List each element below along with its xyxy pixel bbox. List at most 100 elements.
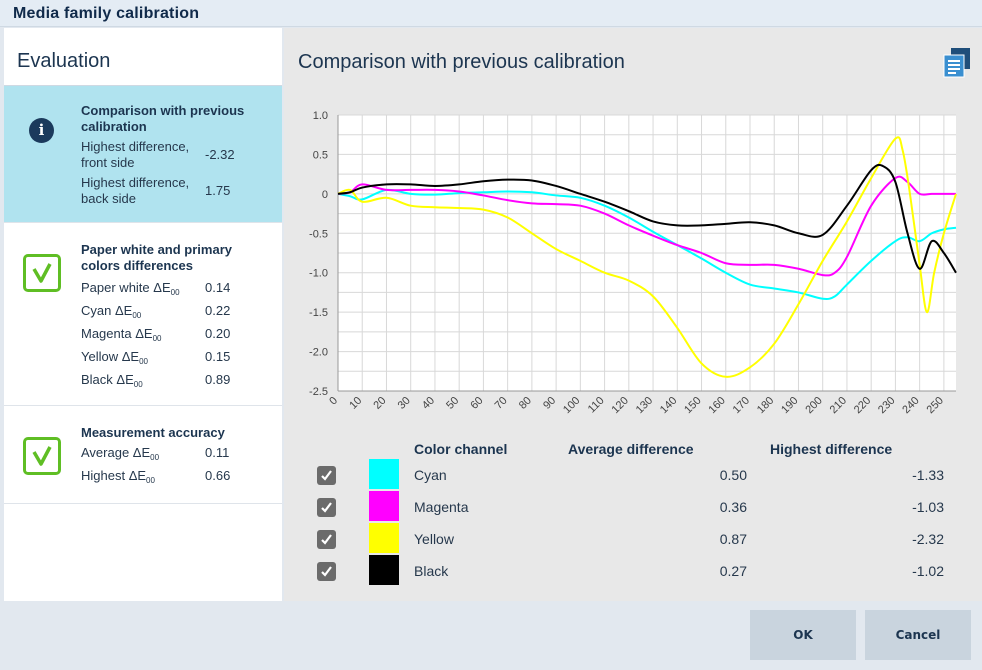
average-difference-value: 0.50: [719, 467, 747, 483]
x-tick-label: 160: [706, 395, 727, 416]
average-difference-value: 0.36: [719, 499, 747, 515]
series-line-magenta: [337, 175, 956, 277]
x-tick-label: 30: [396, 395, 413, 412]
x-tick-label: 190: [779, 395, 800, 416]
y-tick-label: -1.5: [309, 307, 328, 319]
window-titlebar: Media family calibration: [0, 0, 982, 27]
paper-white-card[interactable]: Paper white and primary colors differenc…: [4, 224, 282, 406]
x-tick-label: 230: [876, 395, 897, 416]
average-de-value: 0.11: [205, 445, 230, 460]
channel-name: Magenta: [414, 499, 469, 515]
comparison-panel: Comparison with previous calibration 1.0…: [284, 28, 982, 601]
x-tick-label: 60: [468, 395, 485, 412]
average-difference-value: 0.27: [719, 563, 747, 579]
magenta-de-label: Magenta ΔE: [81, 326, 153, 341]
x-tick-label: 250: [925, 395, 946, 416]
highest-de-label: Highest ΔE: [81, 468, 147, 483]
channel-checkbox[interactable]: [317, 562, 336, 581]
color-channel-header: Color channel: [414, 441, 508, 457]
channel-row-black: Black 0.27 -1.02: [284, 555, 982, 587]
back-side-value: 1.75: [205, 183, 231, 198]
channel-row-yellow: Yellow 0.87 -2.32: [284, 523, 982, 555]
average-difference-value: 0.87: [719, 531, 747, 547]
yellow-de-value: 0.15: [205, 349, 231, 364]
channel-name: Black: [414, 563, 449, 579]
highest-de-value: 0.66: [205, 468, 231, 483]
measurement-accuracy-card[interactable]: Measurement accuracy Average ΔE00 0.11 H…: [4, 407, 282, 504]
y-tick-label: -1.0: [309, 268, 328, 280]
cyan-de-value: 0.22: [205, 303, 231, 318]
back-side-label: Highest difference, back side: [81, 175, 190, 206]
x-tick-label: 80: [517, 395, 534, 412]
evaluation-heading: Evaluation: [17, 50, 111, 72]
check-icon: [23, 254, 61, 292]
highest-difference-value: -1.02: [912, 563, 944, 579]
measurement-accuracy-title: Measurement accuracy: [81, 425, 225, 440]
x-tick-label: 240: [900, 395, 921, 416]
y-tick-label: 1.0: [313, 110, 328, 122]
x-tick-label: 20: [371, 395, 388, 412]
channel-name: Cyan: [414, 467, 447, 483]
highest-difference-value: -1.03: [912, 499, 944, 515]
black-de-label: Black ΔE: [81, 372, 134, 387]
x-tick-label: 90: [541, 395, 558, 412]
paper-white-card-title: Paper white and primary colors differenc…: [81, 242, 232, 273]
comparison-card[interactable]: i Comparison with previous calibration H…: [4, 85, 282, 223]
cancel-button[interactable]: Cancel: [865, 610, 971, 660]
x-tick-label: 140: [658, 395, 679, 416]
black-de-value: 0.89: [205, 372, 231, 387]
color-swatch: [369, 459, 399, 489]
average-de-label: Average ΔE: [81, 445, 151, 460]
x-tick-label: 180: [755, 395, 776, 416]
x-tick-label: 50: [444, 395, 461, 412]
magenta-de-value: 0.20: [205, 326, 231, 341]
channel-row-cyan: Cyan 0.50 -1.33: [284, 459, 982, 491]
comparison-card-title: Comparison with previous calibration: [81, 103, 245, 134]
check-icon: [23, 437, 61, 475]
x-tick-label: 110: [586, 395, 607, 416]
highest-difference-value: -1.33: [912, 467, 944, 483]
difference-chart: 1.00.50-0.5-1.0-1.5-2.0-2.50 10 20 30 40 50 60…: [309, 110, 957, 416]
color-swatch: [369, 555, 399, 585]
info-icon: i: [29, 118, 54, 143]
color-swatch: [369, 491, 399, 521]
window-title: Media family calibration: [13, 5, 200, 22]
ok-button[interactable]: OK: [750, 610, 856, 660]
cyan-de-label: Cyan ΔE: [81, 303, 133, 318]
paper-white-label: Paper white ΔE: [81, 280, 171, 295]
series-line-black: [337, 163, 957, 274]
channel-checkbox[interactable]: [317, 466, 336, 485]
y-tick-label: -0.5: [309, 228, 328, 240]
series-line-yellow: [337, 136, 957, 378]
average-difference-header: Average difference: [568, 441, 694, 457]
report-icon[interactable]: [943, 48, 971, 78]
x-tick-label: 130: [634, 395, 655, 416]
channel-checkbox[interactable]: [317, 498, 336, 517]
x-tick-label: 40: [420, 395, 437, 412]
channel-name: Yellow: [414, 531, 454, 547]
channel-checkbox[interactable]: [317, 530, 336, 549]
comparison-title: Comparison with previous calibration: [298, 51, 625, 73]
paper-white-value: 0.14: [205, 280, 231, 295]
y-tick-label: -2.5: [309, 386, 328, 398]
evaluation-panel: Evaluation i Comparison with previous ca…: [4, 28, 282, 601]
x-tick-label: 10: [347, 395, 364, 412]
x-tick-label: 170: [731, 395, 752, 416]
x-tick-label: 120: [609, 395, 630, 416]
highest-difference-value: -2.32: [912, 531, 944, 547]
x-tick-label: 70: [493, 395, 510, 412]
color-swatch: [369, 523, 399, 553]
x-tick-label: 220: [852, 395, 873, 416]
channel-row-magenta: Magenta 0.36 -1.03: [284, 491, 982, 523]
x-tick-label: 200: [803, 395, 824, 416]
x-tick-label: 210: [828, 395, 849, 416]
x-tick-label: 100: [561, 395, 582, 416]
yellow-de-label: Yellow ΔE: [81, 349, 140, 364]
highest-difference-header: Highest difference: [770, 441, 893, 457]
x-tick-label: 0: [327, 395, 340, 408]
y-tick-label: 0: [322, 189, 328, 201]
front-side-label: Highest difference, front side: [81, 139, 190, 170]
x-tick-label: 150: [682, 395, 703, 416]
y-tick-label: 0.5: [313, 149, 328, 161]
y-tick-label: -2.0: [309, 347, 328, 359]
